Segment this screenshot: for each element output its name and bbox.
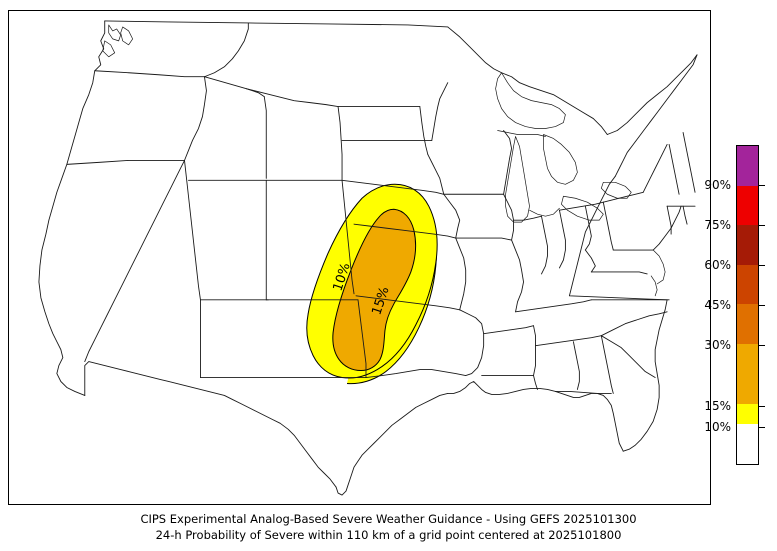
colorbar: 90% 75% 60% 45% 30% 15% 10% [704,145,765,465]
colorbar-band-15 [737,403,758,425]
colorbar-tick-label-10: 10% [704,419,731,434]
colorbar-band-75 [737,225,758,265]
colorbar-tick-label-75: 75% [704,218,731,232]
tick-mark-45 [759,305,765,306]
figure-caption: CIPS Experimental Analog-Based Severe We… [0,511,777,543]
contour-fill-15 [333,209,416,370]
colorbar-tick-label-15: 15% [704,398,731,413]
colorbar-band-30 [737,343,758,404]
tick-mark-30 [759,345,765,346]
tick-mark-60 [759,265,765,266]
colorbar-band-10 [737,424,758,465]
colorbar-bands [736,145,759,465]
colorbar-tick-label-45: 45% [704,298,731,312]
colorbar-band-100 [737,146,758,186]
great-lakes [496,73,632,222]
colorbar-band-45 [737,304,758,344]
caption-line-1: CIPS Experimental Analog-Based Severe We… [140,512,637,526]
map-panel: 10% 15% [8,10,711,505]
state-borders-east [514,133,695,394]
colorbar-band-60 [737,264,758,305]
us-coastline [39,21,697,495]
colorbar-tick-label-30: 30% [704,338,731,352]
tick-mark-15 [759,405,765,407]
tick-mark-10 [759,426,765,428]
colorbar-tick-label-60: 60% [704,258,731,272]
tick-mark-90 [759,185,765,186]
state-borders-west [67,23,420,378]
tick-mark-75 [759,225,765,226]
colorbar-band-90 [737,185,758,226]
colorbar-tick-label-90: 90% [704,178,731,192]
state-borders-plains [342,83,537,390]
contour-fills [307,184,437,383]
caption-line-2: 24-h Probability of Severe within 110 km… [155,528,622,542]
map-svg: 10% 15% [9,11,710,504]
